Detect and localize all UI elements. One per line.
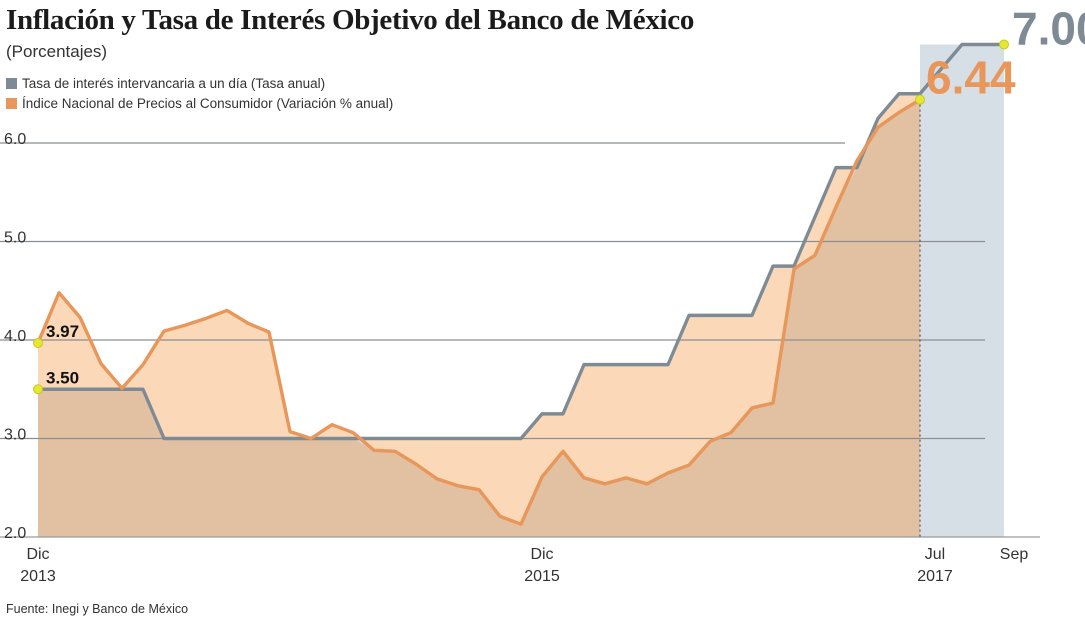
inflation-excess-area xyxy=(38,93,920,525)
annotation-label: 3.97 xyxy=(46,322,79,341)
x-tick-year-label: 2017 xyxy=(917,568,953,585)
y-tick-label: 6.0 xyxy=(4,131,26,148)
legend-swatch-rate xyxy=(6,78,17,89)
x-tick-year-label: 2015 xyxy=(524,568,560,585)
legend-swatch-inflation xyxy=(6,98,17,109)
y-tick-label: 2.0 xyxy=(4,525,26,542)
legend-label-rate: Tasa de interés intervancaria a un día (… xyxy=(22,76,326,91)
x-tick-label: Jul xyxy=(925,546,945,563)
x-tick-label: Dic xyxy=(530,546,553,563)
chart-plot: 2.0 3.0 4.0 5.0 6.0 Dic 2013 Dic 2015 Jul 2017 Sep 3… xyxy=(0,3,1085,585)
rate-line xyxy=(38,42,1004,441)
chart-source: Fuente: Inegi y Banco de México xyxy=(6,602,189,616)
legend-label-inflation: Índice Nacional de Precios al Consumidor… xyxy=(22,96,394,111)
chart-subtitle: (Porcentajes) xyxy=(6,42,108,61)
y-tick-label: 4.0 xyxy=(4,328,26,345)
annotation-marker xyxy=(915,94,925,105)
annotation-marker xyxy=(33,337,43,348)
overlap-area xyxy=(38,99,920,537)
annotation-label: 6.44 xyxy=(926,52,1016,104)
x-tick-year-label: 2013 xyxy=(20,568,56,585)
legend-item-rate: Tasa de interés intervancaria a un día (… xyxy=(6,76,325,91)
annotation-label: 3.50 xyxy=(46,368,79,387)
annotation-marker xyxy=(33,384,43,395)
y-tick-label: 5.0 xyxy=(4,230,26,247)
x-tick-label: Sep xyxy=(1000,546,1029,563)
y-tick-label: 3.0 xyxy=(4,427,26,444)
x-tick-label: Dic xyxy=(26,546,49,563)
chart-title: Inflación y Tasa de Interés Objetivo del… xyxy=(6,4,695,36)
annotation-marker xyxy=(999,39,1009,50)
inflation-line xyxy=(36,98,921,526)
annotation-label: 7.00 xyxy=(1012,3,1085,55)
legend-item-inflation: Índice Nacional de Precios al Consumidor… xyxy=(6,96,393,111)
